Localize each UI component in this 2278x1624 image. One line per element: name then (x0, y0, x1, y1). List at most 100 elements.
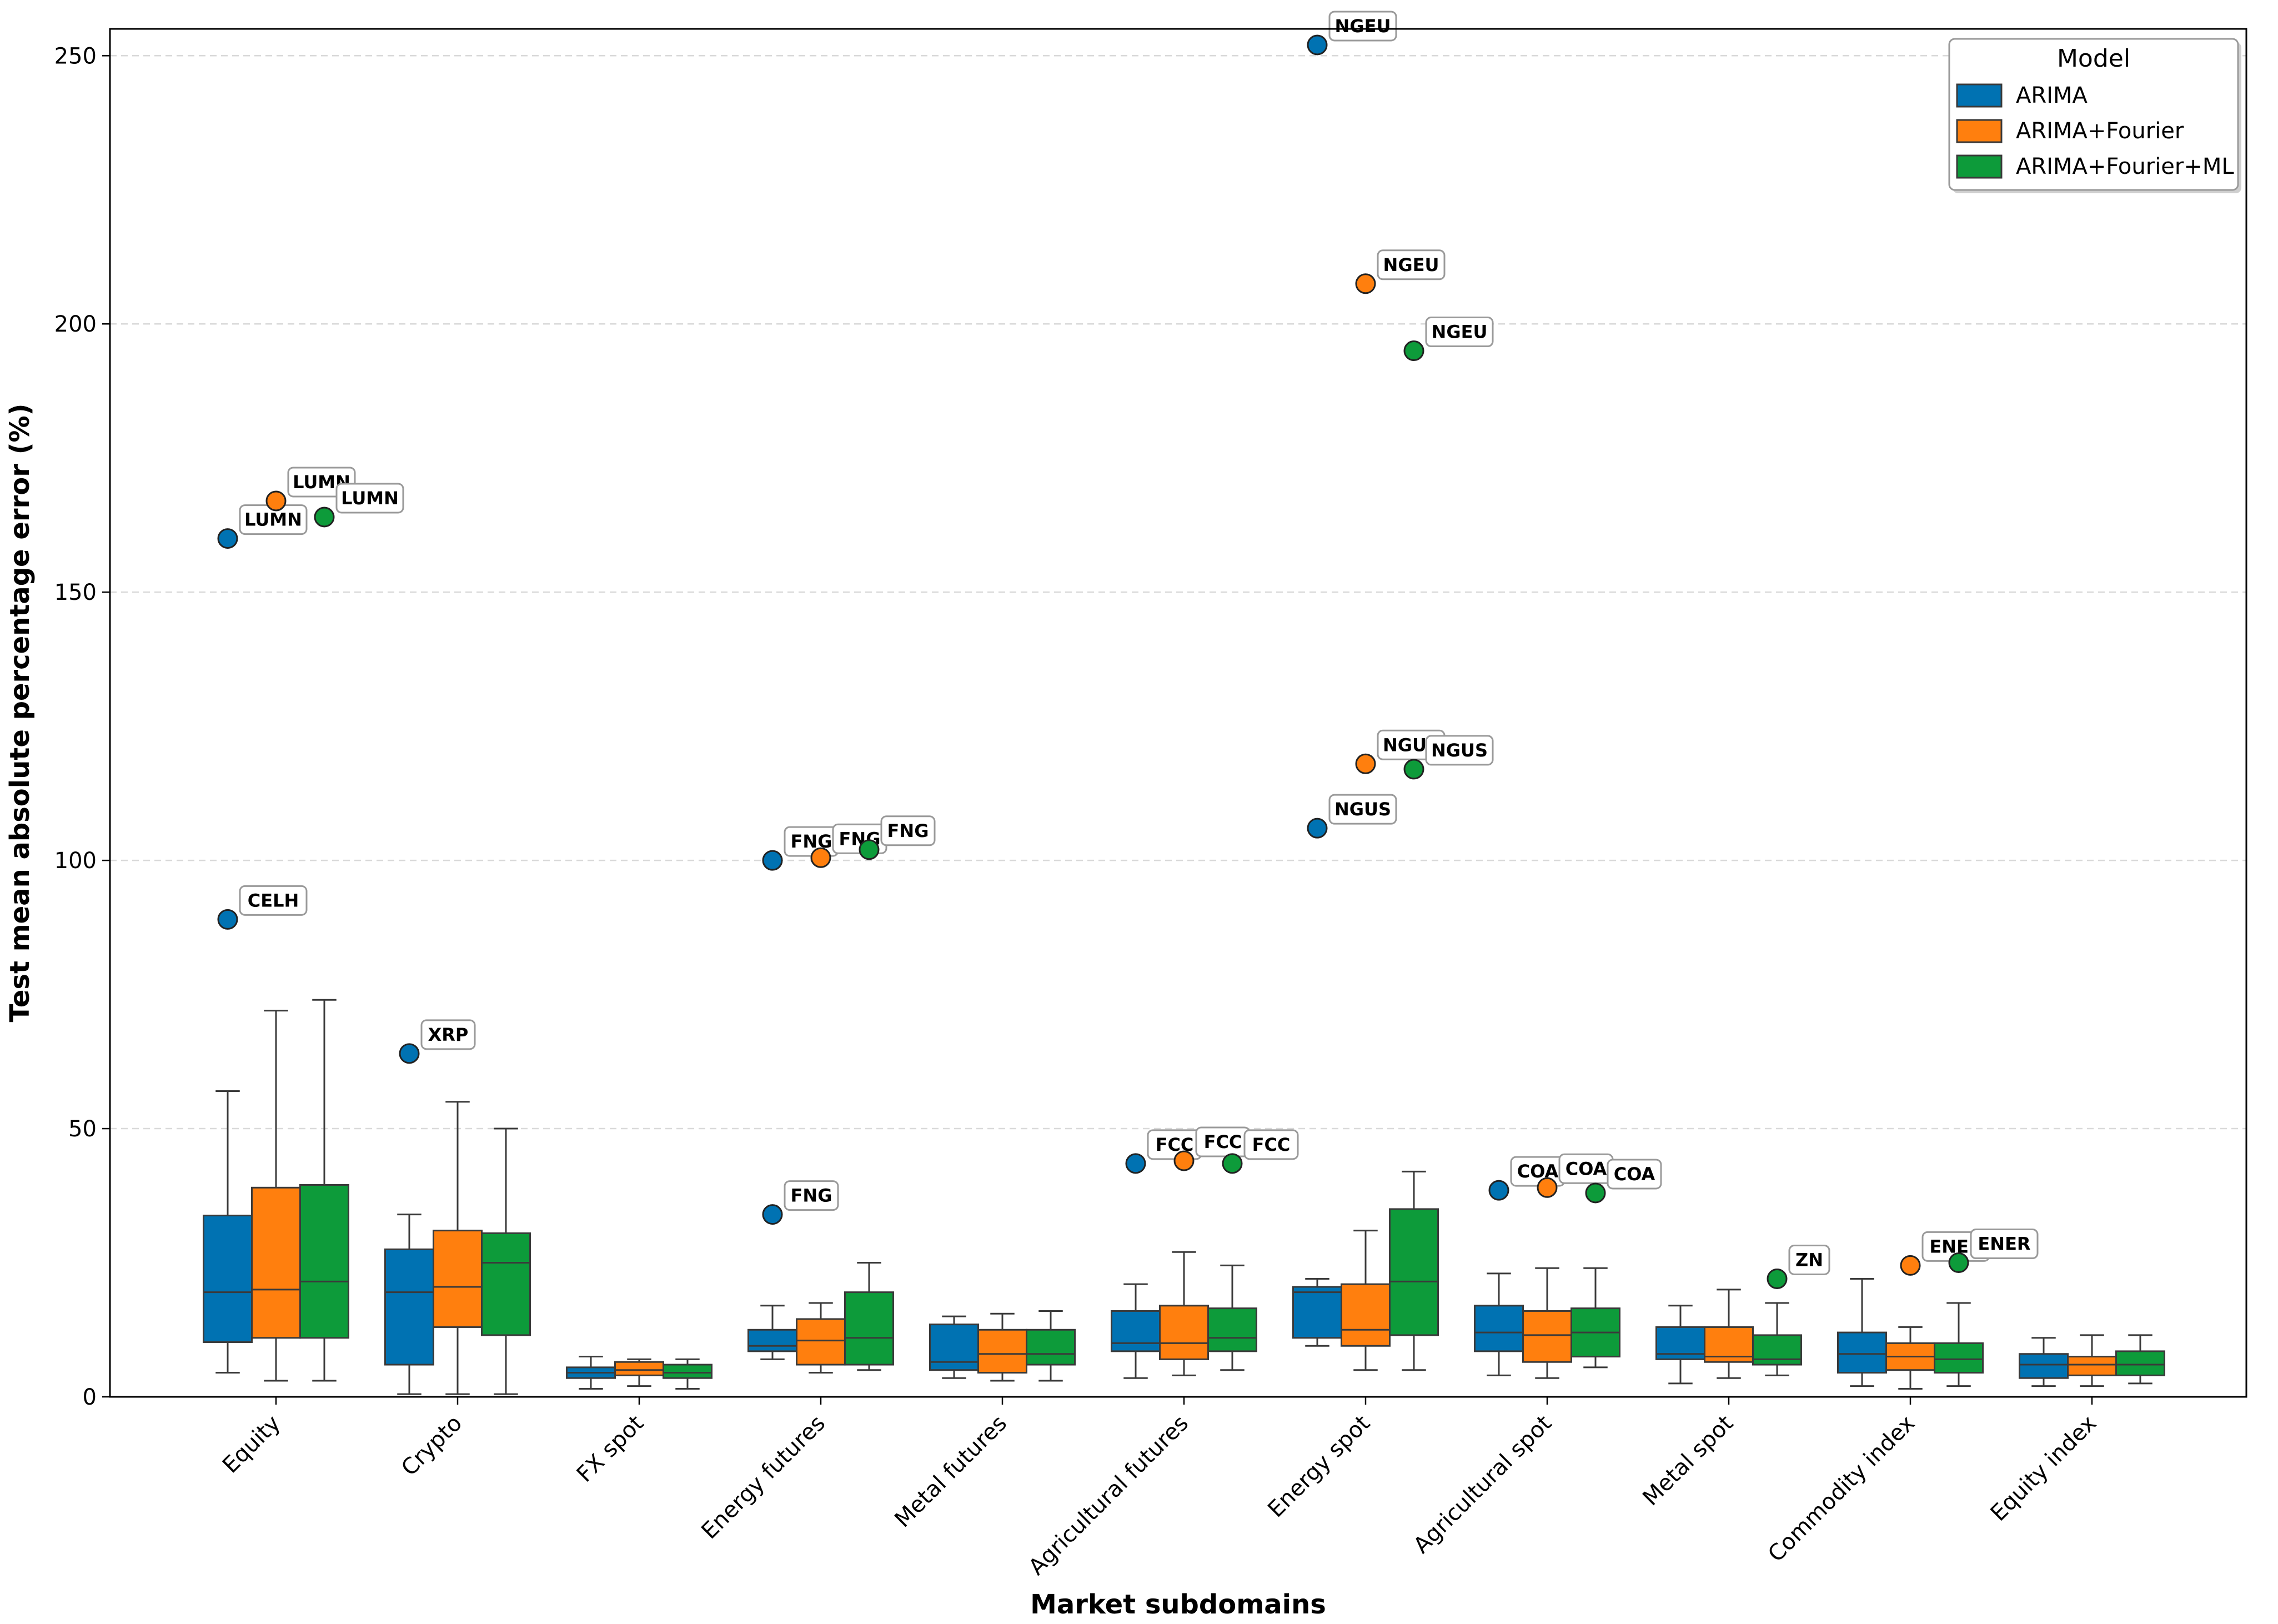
box-iqr (663, 1364, 712, 1379)
box-iqr (1389, 1208, 1439, 1336)
outlier-point (1125, 1153, 1146, 1174)
box (747, 1305, 797, 1360)
x-axis-title: Market subdomains (1030, 1589, 1326, 1620)
outlier-point (859, 839, 880, 860)
outlier-label: FCC (1204, 1131, 1242, 1152)
outlier-label-box (1425, 317, 1494, 348)
outlier-point (1222, 1153, 1243, 1174)
outlier-point (1537, 1177, 1558, 1198)
box (1111, 1283, 1161, 1379)
box-iqr (747, 1329, 797, 1352)
y-axis-title: Test mean absolute percentage error (%) (4, 403, 36, 1022)
box (977, 1312, 1027, 1382)
legend-swatch (1956, 83, 2003, 108)
outlier-points: LUMNCELHXRPFNGFNGFCCNGEUNGUSCOALUMNFNGFC… (217, 11, 2039, 1290)
outlier-label: NGUS (1431, 740, 1488, 761)
box-iqr (1837, 1331, 1887, 1374)
outlier-label: COA (1566, 1158, 1607, 1179)
outlier-point (810, 847, 831, 868)
outlier-label-box (1788, 1245, 1830, 1276)
outlier-label: COA (1614, 1164, 1655, 1185)
box-iqr (614, 1361, 664, 1376)
box (1885, 1326, 1935, 1390)
box-iqr (1522, 1310, 1572, 1363)
box (1752, 1302, 1802, 1376)
box-iqr (299, 1184, 349, 1339)
box-iqr (433, 1230, 483, 1328)
legend-label: ARIMA (2016, 83, 2088, 108)
box-iqr (929, 1324, 979, 1371)
outlier-label-box (1970, 1229, 2039, 1260)
box-iqr (1752, 1334, 1802, 1366)
box (844, 1262, 894, 1371)
outlier-label-box (880, 815, 936, 846)
outlier-point (1307, 818, 1328, 839)
outlier: NGEU (1355, 249, 1446, 294)
y-tick-label: 100 (54, 848, 97, 874)
outlier: LUMN (314, 483, 404, 528)
box-series (203, 999, 2165, 1395)
box-iqr (1934, 1342, 1984, 1374)
box-iqr (1026, 1329, 1076, 1366)
outlier-label: FCC (1252, 1134, 1291, 1155)
outlier: COA (1488, 1156, 1566, 1201)
outlier-label: LUMN (341, 488, 399, 509)
box (1655, 1305, 1705, 1385)
outlier-point (1173, 1150, 1195, 1171)
y-tick-label: 0 (83, 1385, 97, 1410)
outlier: COA (1585, 1159, 1662, 1204)
outlier-point (1948, 1252, 1969, 1274)
outlier-label: ENER (1978, 1234, 2030, 1255)
outlier-label: ZN (1795, 1250, 1823, 1271)
box-iqr (844, 1291, 894, 1366)
legend-item: ARIMA (1956, 83, 2088, 108)
box (1474, 1272, 1524, 1376)
outlier: ZN (1767, 1245, 1830, 1290)
legend-item: ARIMA+Fourier (1956, 118, 2184, 144)
outlier-point (1403, 340, 1424, 362)
box (1341, 1230, 1391, 1371)
outlier-point (1307, 34, 1328, 56)
box (1159, 1251, 1209, 1376)
box (2115, 1334, 2165, 1385)
box (299, 999, 349, 1382)
outlier-label-box (1328, 794, 1397, 825)
outlier-label-box (1607, 1159, 1662, 1190)
box (929, 1315, 979, 1379)
y-axis: 0 50 100 150 200 250 (54, 43, 110, 1410)
box (566, 1356, 616, 1390)
outlier-point (265, 490, 287, 512)
legend-label: ARIMA+Fourier (2016, 118, 2184, 144)
outlier-point (217, 909, 238, 930)
legend-swatch (1956, 154, 2003, 179)
box-iqr (203, 1215, 253, 1343)
outlier: NGUS (1307, 794, 1397, 839)
y-tick-label: 50 (68, 1116, 97, 1142)
outlier: NGUS (1403, 735, 1494, 780)
box-iqr (1111, 1310, 1161, 1352)
box (1704, 1289, 1754, 1379)
legend-item: ARIMA+Fourier+ML (1956, 154, 2234, 179)
outlier-label-box (1425, 735, 1494, 766)
grid-lines (110, 55, 2246, 1130)
box-iqr (1159, 1305, 1209, 1360)
outlier-point (314, 507, 335, 528)
legend-title: Model (2057, 44, 2130, 73)
box (1389, 1170, 1439, 1371)
legend: Model ARIMA ARIMA+Fourier ARIMA+Fourier+ML (1948, 38, 2241, 193)
outlier-point (1355, 273, 1376, 294)
outlier-label: FNG (887, 820, 929, 841)
outlier-label: FNG (791, 1185, 832, 1206)
box-iqr (1341, 1283, 1391, 1347)
outlier-label-box (239, 885, 308, 916)
outlier: NGEU (1403, 317, 1494, 362)
outlier: LUMN (265, 467, 356, 512)
legend-swatch (1956, 119, 2003, 143)
box (796, 1302, 846, 1374)
box (1570, 1267, 1620, 1369)
legend-label: ARIMA+Fourier+ML (2016, 154, 2234, 179)
y-tick-label: 250 (54, 43, 97, 69)
outlier: ENER (1948, 1229, 2039, 1274)
outlier-point (1900, 1255, 1921, 1276)
